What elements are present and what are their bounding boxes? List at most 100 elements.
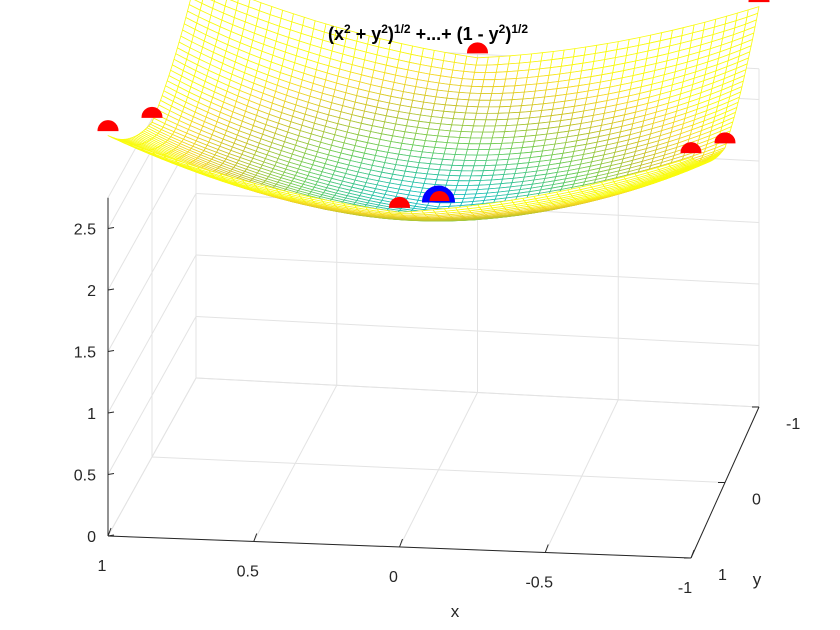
mesh-cell: [494, 71, 508, 80]
mesh-cell: [462, 159, 476, 167]
mesh-cell: [501, 136, 515, 144]
mesh-cell: [453, 154, 467, 161]
z-tick-label: 2.5: [74, 222, 96, 239]
y-tick-label: 0: [752, 492, 761, 509]
mesh-cell: [474, 64, 488, 73]
mesh-cell: [470, 170, 484, 177]
mesh-cell: [451, 118, 465, 126]
mesh-cell: [399, 211, 413, 215]
surface-mesh: [107, 0, 760, 222]
mesh-cell: [474, 154, 489, 161]
mesh-cell: [450, 164, 464, 172]
x-tick-label: 0.5: [237, 564, 259, 581]
z-tick-mark: [107, 534, 115, 537]
mesh-cell: [463, 112, 477, 120]
mesh-cell: [107, 135, 122, 142]
x-tick-label: 1: [98, 558, 107, 575]
mesh-cell: [502, 85, 516, 94]
x-tick-mark: [253, 533, 258, 542]
mesh-cell: [487, 148, 501, 156]
side-wall-grid-z: [107, 316, 197, 475]
z-tick-label: 0.5: [74, 468, 96, 485]
mesh-cell: [486, 106, 501, 114]
mesh-cell: [513, 84, 527, 94]
mesh-cell: [451, 159, 465, 167]
mesh-cell: [495, 63, 509, 73]
mesh-cell: [480, 86, 494, 94]
back-wall-grid-z: [195, 377, 760, 408]
mesh-cell: [492, 78, 506, 88]
mesh-cell: [455, 185, 469, 191]
mesh-cell: [463, 154, 478, 161]
mesh-cell: [466, 143, 481, 150]
x-tick-mark: [544, 544, 549, 553]
mesh-cell: [462, 118, 476, 127]
chart-title: (x2 + y2)1/2 +...+ (1 - y2)1/2: [328, 22, 528, 44]
mesh-cell: [491, 131, 506, 139]
mesh-cell: [465, 148, 479, 156]
mesh-cell: [449, 124, 463, 132]
x-tick-label: 0: [389, 569, 398, 586]
data-point-marker-3: [97, 120, 119, 132]
mesh-cell: [461, 165, 475, 172]
mesh-cell: [459, 170, 473, 177]
mesh-cell: [508, 54, 522, 65]
mesh-cell: [463, 63, 477, 73]
mesh-cell: [461, 71, 475, 80]
mesh-cell: [452, 111, 466, 120]
mesh-cell: [469, 131, 484, 139]
mesh-cell: [467, 180, 481, 186]
mesh-cell: [468, 92, 482, 101]
z-tick-label: 1: [87, 406, 96, 423]
mesh-cell: [443, 147, 457, 155]
mesh-cell: [448, 169, 462, 177]
mesh-cell: [476, 148, 490, 156]
z-tick-label: 0: [87, 529, 96, 546]
mesh-cell: [454, 148, 468, 156]
mesh-cell: [410, 210, 424, 215]
mesh-cell: [493, 125, 507, 133]
mesh-cell: [504, 124, 518, 133]
z-tick-mark: [107, 288, 115, 291]
mesh-cell: [477, 99, 491, 108]
mesh-cell: [446, 91, 460, 100]
mesh-cell: [508, 105, 522, 114]
data-point-marker-center-overlay: [429, 191, 450, 202]
mesh-cell: [456, 180, 470, 186]
mesh-cell: [458, 85, 472, 94]
mesh-cell: [464, 55, 478, 66]
data-point-marker-0: [141, 106, 163, 118]
mesh-cell: [517, 61, 531, 72]
z-tick-label: 2: [87, 283, 96, 300]
mesh-cell: [503, 78, 517, 87]
mesh-cell: [502, 130, 516, 139]
back-wall-grid-z: [195, 316, 760, 346]
mesh-cell: [471, 125, 485, 133]
floor-grid-y: [151, 456, 726, 483]
mesh-cell: [499, 99, 513, 108]
data-point-marker-5: [680, 142, 702, 154]
data-point-marker-7: [466, 42, 489, 54]
z-tick-mark: [107, 473, 115, 475]
mesh-cell: [480, 131, 495, 139]
mesh-cell: [488, 99, 502, 108]
mesh-cell: [485, 112, 499, 121]
mesh-cell: [491, 85, 505, 94]
mesh-cell: [475, 56, 489, 66]
mesh-cell: [482, 125, 496, 133]
mesh-cell: [496, 112, 510, 121]
mesh-cell: [482, 164, 497, 172]
mesh-cell: [468, 175, 483, 182]
mesh-cell: [469, 85, 483, 94]
mesh-cell: [483, 71, 497, 81]
x-tick-mark: [690, 549, 695, 559]
data-point-marker-4: [388, 196, 411, 208]
y-tick-label: 1: [718, 567, 727, 584]
mesh-cell: [505, 70, 519, 80]
mesh-cell: [458, 175, 472, 182]
mesh-cell: [497, 106, 511, 114]
mesh-cell: [483, 119, 498, 127]
mesh-cell: [447, 175, 461, 182]
mesh-cell: [474, 112, 488, 121]
